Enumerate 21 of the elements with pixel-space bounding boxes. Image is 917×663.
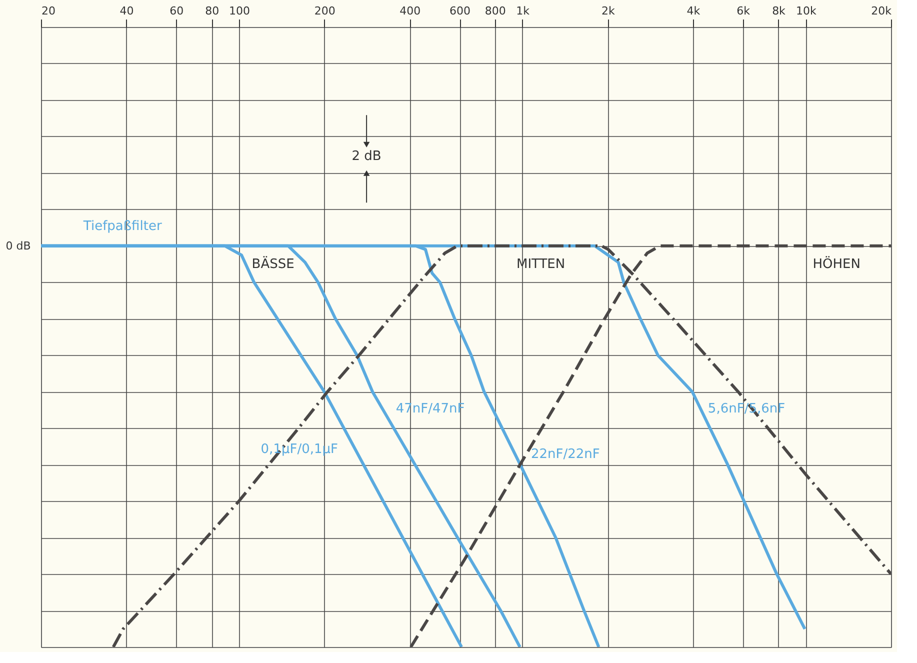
x-tick-label: 2k [601,4,616,18]
x-tick-label: 8k [772,4,786,18]
x-tick-label: 4k [686,4,701,18]
annotation: HÖHEN [812,256,860,272]
x-tick-label: 6k [736,4,751,18]
text: 2 dB [352,148,382,164]
x-tick-label: 200 [314,4,336,18]
x-tick-label: 800 [484,4,506,18]
x-tick-label: 40 [120,4,134,18]
annotation: BÄSSE [252,256,294,272]
x-tick-label: 600 [450,4,471,18]
x-tick-label: 100 [229,4,250,18]
x-tick-label: 20 [42,4,56,18]
x-tick-label: 1k [516,4,530,18]
x-tick-label: 10k [796,4,818,18]
series-label: 22nF/22nF [530,447,600,462]
x-tick-label: 20k [871,4,892,18]
text: 0 dB [6,239,31,252]
x-tick-label: 60 [170,4,184,18]
x-tick-label: 400 [400,4,421,18]
x-tick-label: 80 [205,4,220,18]
